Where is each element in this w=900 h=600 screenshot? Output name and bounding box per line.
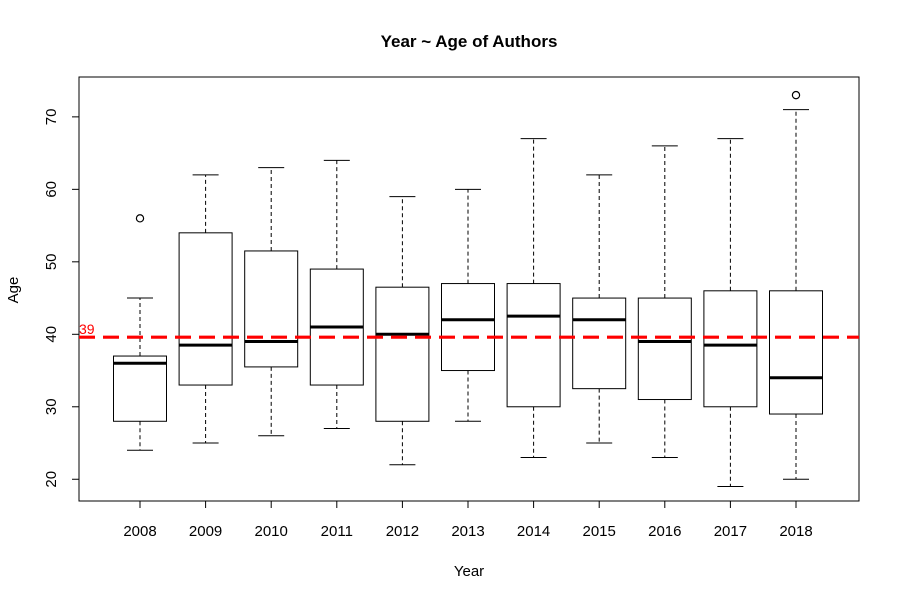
x-tick-label: 2011 xyxy=(321,523,353,540)
x-axis-label: Year xyxy=(454,563,484,580)
y-tick-label: 20 xyxy=(43,471,60,488)
y-tick-label: 30 xyxy=(43,398,60,415)
box-2013 xyxy=(441,283,495,372)
box-2010 xyxy=(244,250,299,368)
reference-line-label: 39 xyxy=(79,321,95,337)
x-tick-label: 2012 xyxy=(386,523,419,540)
y-tick-label: 60 xyxy=(43,181,60,198)
box-2014 xyxy=(506,283,561,408)
chart-title: Year ~ Age of Authors xyxy=(381,32,558,51)
y-tick-label: 70 xyxy=(43,109,60,126)
x-tick-label: 2015 xyxy=(583,523,616,540)
box-2017 xyxy=(703,290,758,408)
y-axis-label: Age xyxy=(5,277,22,304)
x-tick-label: 2018 xyxy=(779,523,812,540)
x-tick-label: 2010 xyxy=(255,523,288,540)
plot-area: 20 30 40 50 60 70 2008 2009 2010 2011 2012 2013 2014… xyxy=(43,90,859,540)
x-tick-label: 2009 xyxy=(189,523,222,540)
box-2012 xyxy=(375,286,430,422)
box-2009 xyxy=(178,232,233,386)
x-tick-label: 2008 xyxy=(123,523,156,540)
y-tick-label: 50 xyxy=(43,253,60,270)
x-tick-label: 2017 xyxy=(714,523,747,540)
x-tick-label: 2016 xyxy=(648,523,681,540)
outlier-point xyxy=(135,214,145,223)
box-2015 xyxy=(572,297,627,390)
x-tick-label: 2013 xyxy=(451,523,484,540)
box-2018 xyxy=(769,290,823,415)
outlier-point xyxy=(791,90,801,100)
x-tick-label: 2014 xyxy=(517,523,550,540)
y-tick-label: 40 xyxy=(43,326,60,343)
box-2008 xyxy=(113,355,167,422)
box-2016 xyxy=(637,297,692,401)
